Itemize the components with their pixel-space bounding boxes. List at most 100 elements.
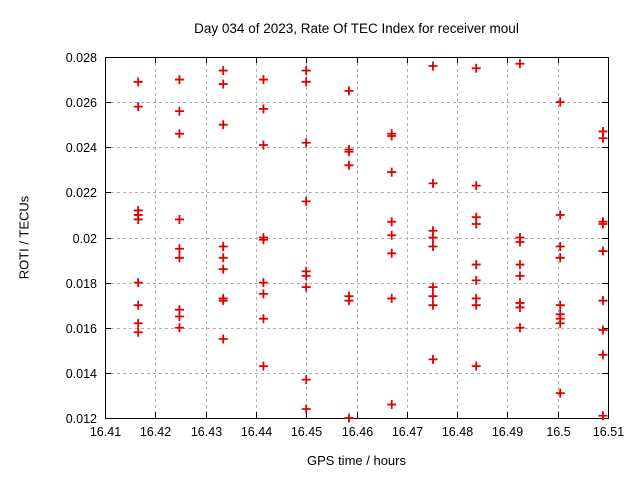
data-point-marker (515, 271, 525, 281)
data-point-marker (471, 260, 481, 270)
data-point-marker (301, 375, 311, 385)
y-tick-label: 0.012 (66, 412, 97, 426)
data-point-marker (428, 242, 438, 252)
data-point-marker (133, 300, 143, 310)
data-point-marker (344, 86, 354, 96)
data-point-marker (133, 318, 143, 328)
data-point-marker (598, 246, 608, 256)
data-point-marker (555, 300, 565, 310)
data-point-marker (133, 102, 143, 112)
data-point-marker (258, 140, 268, 150)
data-point-marker (598, 325, 608, 335)
data-point-marker (218, 253, 228, 263)
data-point-marker (301, 282, 311, 292)
data-point-marker (258, 235, 268, 245)
data-point-marker (133, 327, 143, 337)
data-point-marker (428, 354, 438, 364)
data-point-marker (344, 160, 354, 170)
x-tick-label: 16.48 (442, 425, 473, 439)
data-point-marker (515, 302, 525, 312)
data-point-marker (258, 278, 268, 288)
x-tick-label: 16.51 (593, 425, 624, 439)
data-point-marker (428, 300, 438, 310)
x-tick-label: 16.44 (241, 425, 272, 439)
data-point-marker (387, 399, 397, 409)
data-point-marker (133, 77, 143, 87)
data-point-marker (387, 167, 397, 177)
data-point-marker (555, 242, 565, 252)
data-point-marker (258, 289, 268, 299)
data-point-marker (174, 253, 184, 263)
chart-title: Day 034 of 2023, Rate Of TEC Index for r… (194, 21, 519, 36)
data-point-marker (301, 196, 311, 206)
data-point-marker (218, 120, 228, 130)
data-point-marker (515, 323, 525, 333)
data-point-marker (301, 271, 311, 281)
x-tick-label: 16.47 (392, 425, 423, 439)
data-point-marker (301, 138, 311, 148)
y-tick-label: 0.028 (66, 51, 97, 65)
data-point-marker (387, 230, 397, 240)
data-point-marker (428, 233, 438, 242)
data-point-marker (133, 278, 143, 288)
data-point-marker (218, 66, 228, 76)
y-tick-label: 0.022 (66, 186, 97, 200)
data-point-marker (218, 334, 228, 344)
data-point-marker (598, 219, 608, 229)
data-point-marker (174, 323, 184, 333)
data-point-marker (598, 411, 608, 421)
data-point-marker (555, 318, 565, 328)
data-point-marker (598, 350, 608, 360)
data-point-marker (471, 275, 481, 285)
data-point-marker (174, 75, 184, 85)
x-tick-label: 16.45 (291, 425, 322, 439)
y-tick-label: 0.024 (66, 141, 97, 155)
data-point-marker (471, 361, 481, 371)
data-point-marker (133, 214, 143, 224)
data-point-marker (218, 79, 228, 89)
data-point-marker (515, 59, 525, 69)
data-point-marker (471, 300, 481, 310)
data-point-marker (344, 413, 354, 423)
y-tick-label: 0.016 (66, 322, 97, 336)
data-point-marker (174, 129, 184, 139)
data-point-marker (515, 260, 525, 270)
data-point-marker (387, 131, 397, 141)
x-tick-label: 16.41 (90, 425, 121, 439)
data-point-marker (258, 75, 268, 85)
data-point-marker (344, 296, 354, 306)
x-tick-label: 16.49 (492, 425, 523, 439)
data-point-marker (301, 66, 311, 76)
data-point-marker (471, 181, 481, 191)
y-tick-label: 0.02 (73, 232, 97, 246)
y-tick-label: 0.026 (66, 96, 97, 110)
data-point-marker (428, 282, 438, 292)
data-point-marker (174, 106, 184, 116)
data-point-marker (344, 147, 354, 157)
x-axis-label: GPS time / hours (307, 453, 406, 468)
x-tick-label: 16.42 (140, 425, 171, 439)
data-point-marker (555, 97, 565, 107)
data-point-marker (471, 219, 481, 229)
data-point-marker (598, 133, 608, 143)
data-point-marker (387, 217, 397, 227)
data-point-marker (598, 296, 608, 306)
data-point-marker (218, 242, 228, 252)
data-point-marker (555, 210, 565, 220)
data-point-marker (258, 361, 268, 371)
data-point-marker (387, 248, 397, 258)
data-point-marker (174, 244, 184, 254)
data-point-marker (174, 311, 184, 321)
data-point-marker (428, 178, 438, 188)
x-tick-label: 16.43 (191, 425, 222, 439)
data-point-marker (174, 214, 184, 224)
data-point-marker (555, 253, 565, 263)
data-point-marker (428, 291, 438, 301)
y-tick-label: 0.018 (66, 277, 97, 291)
data-point-marker (428, 61, 438, 71)
data-point-marker (258, 314, 268, 324)
data-point-marker (218, 296, 228, 306)
data-point-marker (515, 237, 525, 247)
